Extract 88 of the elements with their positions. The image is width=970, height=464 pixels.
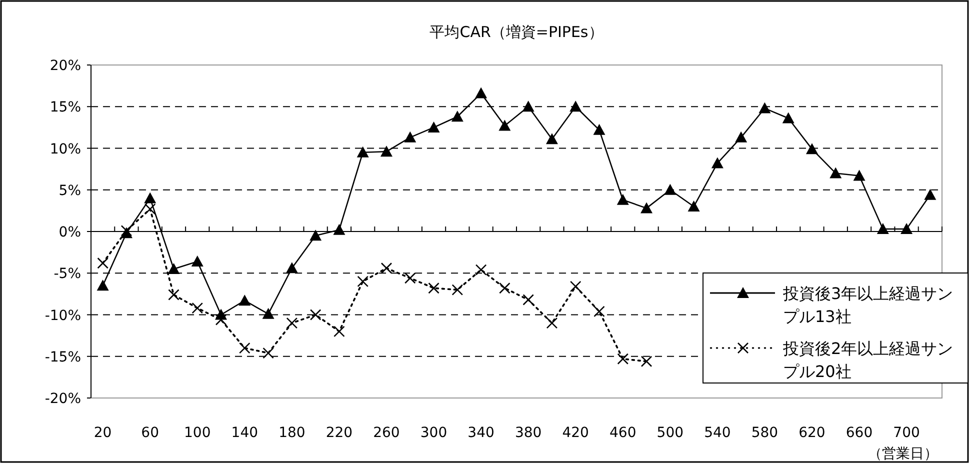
x-tick-label: 140	[231, 425, 258, 441]
x-tick-label: 460	[610, 425, 636, 441]
point	[238, 294, 251, 306]
point	[546, 317, 558, 329]
point	[594, 306, 605, 318]
point	[522, 294, 534, 306]
point	[900, 223, 913, 234]
point	[617, 353, 629, 365]
point	[924, 188, 936, 200]
point	[664, 184, 676, 195]
x-tick-label: 300	[420, 425, 448, 441]
point	[97, 257, 108, 269]
x-tick-label: 100	[184, 425, 211, 441]
x-axis-title: （営業日）	[868, 446, 938, 462]
x-tick-label: 420	[562, 425, 589, 441]
y-tick-label: 10%	[50, 141, 81, 158]
point	[640, 202, 653, 214]
point	[758, 102, 771, 114]
x-tick-label: 20	[94, 425, 112, 441]
point	[286, 317, 298, 329]
point	[688, 200, 700, 212]
point	[451, 110, 464, 122]
point	[192, 302, 204, 314]
point	[168, 262, 180, 274]
y-tick-label: -20%	[44, 391, 81, 407]
x-tick-label: 220	[326, 425, 353, 441]
point	[356, 146, 369, 158]
x-tick-label: 500	[656, 425, 684, 441]
point	[380, 262, 392, 274]
point	[404, 272, 416, 284]
legend-label: 投資後3年以上経過サンプル13社	[782, 284, 954, 326]
point	[144, 203, 156, 215]
point	[239, 342, 250, 354]
point	[380, 146, 392, 157]
point	[616, 194, 629, 205]
y-tick-label: 20%	[50, 58, 81, 74]
point	[310, 230, 322, 241]
x-tick-label: 620	[798, 425, 826, 441]
point	[475, 264, 487, 276]
point	[428, 121, 440, 132]
y-tick-label: -5%	[54, 266, 81, 282]
y-tick-label: 0%	[58, 224, 81, 240]
point	[168, 289, 180, 300]
point	[452, 284, 464, 296]
x-tick-label: 180	[278, 425, 306, 441]
x-tick-label: 60	[141, 425, 160, 441]
point	[522, 100, 534, 112]
point	[333, 224, 346, 235]
point	[570, 280, 582, 292]
point	[593, 124, 606, 135]
point	[191, 255, 204, 266]
y-tick-label: -10%	[44, 308, 81, 324]
x-tick-label: 660	[846, 425, 873, 441]
point	[262, 308, 274, 319]
x-tick-label: 540	[704, 425, 731, 441]
point	[499, 282, 510, 294]
point	[546, 133, 558, 144]
point	[853, 170, 866, 181]
point	[782, 112, 794, 124]
point	[404, 131, 416, 142]
point	[334, 326, 345, 338]
y-tick-label: -15%	[44, 349, 81, 366]
point	[96, 280, 109, 291]
point	[498, 120, 511, 131]
x-tick-label: 380	[514, 425, 542, 441]
point	[711, 157, 724, 168]
point	[876, 223, 889, 234]
y-tick-label: 15%	[50, 100, 81, 116]
x-tick-label: 700	[893, 425, 920, 441]
point	[475, 87, 488, 98]
point	[640, 356, 652, 368]
point	[806, 143, 818, 154]
legend-label: 投資後2年以上経過サンプル20社	[782, 339, 954, 381]
point	[310, 309, 322, 320]
point	[570, 100, 582, 112]
point	[144, 192, 156, 204]
y-tick-label: 5%	[58, 182, 81, 199]
title: 平均CAR（増資=PIPEs）	[430, 23, 604, 41]
point	[262, 347, 274, 359]
x-tick-label: 260	[373, 425, 400, 441]
point	[286, 262, 298, 274]
point	[357, 276, 368, 288]
point	[215, 314, 227, 326]
point	[735, 131, 748, 142]
x-tick-label: 340	[468, 425, 494, 441]
point	[428, 282, 440, 294]
x-tick-label: 580	[751, 425, 778, 441]
point	[830, 167, 842, 178]
